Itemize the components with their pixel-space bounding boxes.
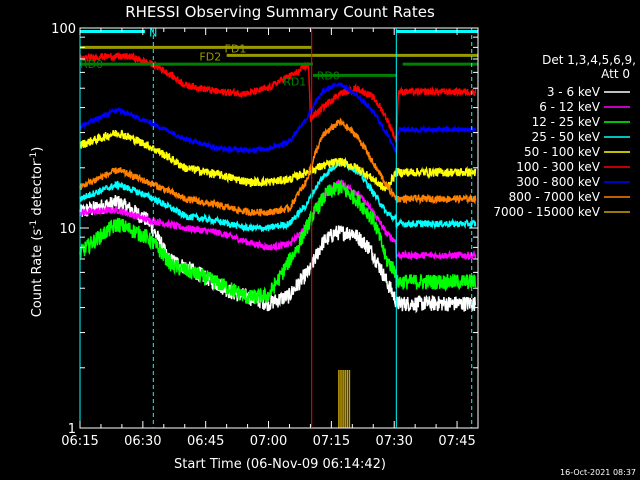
x-tick-label-1: 06:30 bbox=[124, 434, 161, 449]
legend-label-2: 12 - 25 keV bbox=[532, 115, 601, 129]
series-line-7 bbox=[79, 117, 477, 217]
x-tick-label-4: 07:15 bbox=[313, 434, 350, 449]
legend-label-5: 100 - 300 keV bbox=[516, 160, 600, 174]
interval-label-4: RD0 bbox=[80, 58, 103, 71]
interval-label-0: N bbox=[149, 27, 157, 40]
y-tick-label-1: 10 bbox=[59, 222, 76, 237]
chart-title: RHESSI Observing Summary Count Rates bbox=[125, 3, 435, 21]
legend-label-0: 3 - 6 keV bbox=[547, 85, 601, 99]
legend-header-line-2: Att 0 bbox=[601, 67, 630, 81]
y-tick-label-0: 1 bbox=[68, 422, 76, 437]
x-tick-label-3: 07:00 bbox=[250, 434, 287, 449]
legend-label-1: 6 - 12 keV bbox=[539, 100, 601, 114]
series-layer bbox=[79, 51, 477, 428]
x-axis-label: Start Time (06-Nov-09 06:14:42) bbox=[174, 457, 386, 472]
series-line-1 bbox=[79, 178, 477, 262]
axes-layer: 06:15 06:30 06:45 07:00 07:15 07:30 07:45 1 10 10… bbox=[51, 22, 479, 449]
legend-label-3: 25 - 50 keV bbox=[532, 130, 601, 144]
series-line-3 bbox=[79, 159, 477, 233]
legend-label-8: 7000 - 15000 keV bbox=[493, 205, 600, 219]
interval-label-3: FD2 bbox=[199, 50, 221, 63]
y-tick-label-2: 100 bbox=[51, 22, 76, 37]
legend-label-7: 800 - 7000 keV bbox=[509, 190, 601, 204]
legend-label-6: 300 - 800 keV bbox=[516, 175, 600, 189]
legend: 3 - 6 keV 6 - 12 keV 12 - 25 keV 25 - 50… bbox=[493, 85, 630, 219]
series-line-6 bbox=[79, 81, 477, 155]
series-line-0 bbox=[79, 195, 477, 314]
x-tick-label-5: 07:30 bbox=[375, 434, 412, 449]
interval-bars-layer: N FD1 FD2 RD0 RD0 RD1 bbox=[80, 27, 478, 88]
interval-label-7: RD1 bbox=[283, 75, 306, 88]
interval-label-5: RD0 bbox=[317, 69, 340, 82]
legend-header-line-1: Det 1,3,4,5,6,9, bbox=[542, 53, 636, 67]
series-line-4 bbox=[79, 129, 477, 192]
series-line-2 bbox=[79, 180, 477, 305]
x-tick-label-6: 07:45 bbox=[438, 434, 475, 449]
footer-timestamp: 16-Oct-2021 08:37 bbox=[560, 468, 636, 477]
interval-label-2: FD1 bbox=[225, 42, 247, 55]
legend-label-4: 50 - 100 keV bbox=[524, 145, 601, 159]
x-tick-label-0: 06:15 bbox=[61, 434, 98, 449]
y-axis-label: Count Rate (s-1 detector-1) bbox=[29, 147, 45, 318]
x-tick-label-2: 06:45 bbox=[187, 434, 224, 449]
